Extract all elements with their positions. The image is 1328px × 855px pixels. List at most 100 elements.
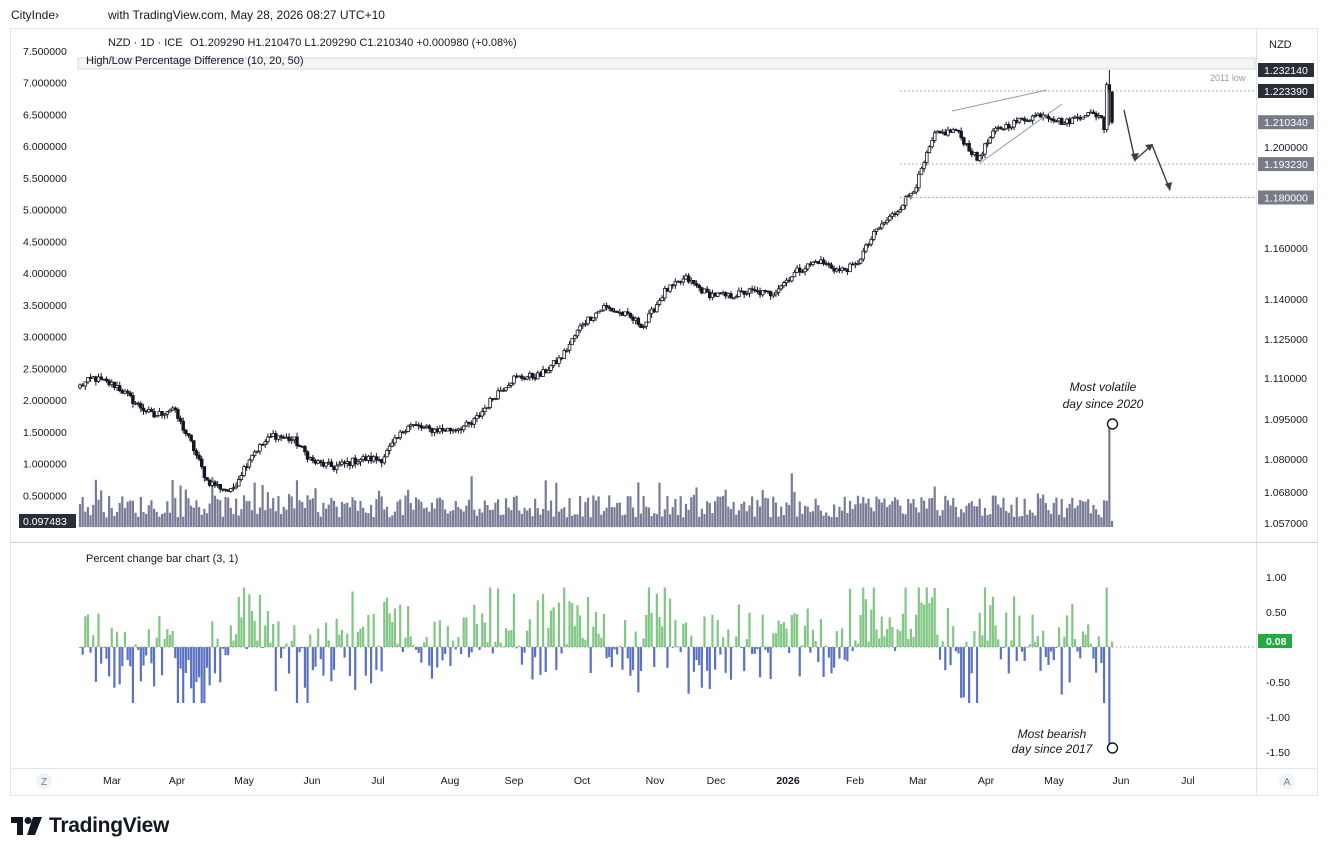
hl-bar: [589, 517, 592, 527]
pct-bar: [441, 647, 444, 661]
candle-body: [86, 377, 90, 383]
candle-body: [610, 308, 614, 312]
candle-body: [353, 457, 357, 465]
pct-bar: [825, 645, 828, 647]
pct-bar: [764, 647, 767, 650]
hl-bar: [560, 508, 563, 527]
candle-body: [734, 296, 738, 299]
candle-body: [329, 461, 334, 468]
hl-bar: [1002, 497, 1005, 527]
pct-bar: [729, 647, 733, 680]
hl-bar: [645, 506, 648, 527]
left-axis-button[interactable]: Z: [36, 773, 52, 789]
pct-bar: [592, 626, 595, 647]
hl-bar: [367, 513, 370, 527]
hl-bar: [586, 497, 590, 527]
hl-bar: [473, 509, 476, 527]
hl-bar: [1057, 514, 1061, 527]
hl-bar: [661, 516, 664, 527]
candle-body: [647, 313, 651, 323]
hl-bar: [396, 501, 399, 527]
hl-bar: [504, 498, 508, 527]
pct-bar: [690, 635, 693, 647]
hl-indicator-label: High/Low Percentage Difference (10, 20, …: [86, 55, 303, 67]
pct-bar: [695, 647, 698, 661]
candle-body: [628, 312, 633, 318]
candle-body: [602, 305, 606, 311]
pct-bar: [295, 647, 299, 703]
hl-bar: [499, 515, 502, 527]
hl-bar: [380, 496, 383, 527]
pct-bar: [269, 642, 272, 647]
hl-bar: [862, 497, 865, 527]
hl-bar: [203, 508, 206, 527]
pct-bar: [780, 623, 783, 647]
pct-bar: [806, 608, 809, 647]
footer-logo[interactable]: TradingView: [11, 812, 169, 840]
hl-bar: [176, 517, 180, 527]
auto-scale-button[interactable]: A: [1279, 773, 1295, 789]
pct-bar: [928, 603, 931, 647]
pct-bar: [547, 627, 550, 647]
hl-bar: [761, 490, 764, 527]
pct-bar: [748, 612, 751, 647]
candle-body: [250, 454, 254, 461]
pct-bar: [917, 587, 920, 647]
candle-body: [324, 462, 328, 467]
pct-tick-label: 0.50: [1266, 607, 1287, 619]
pct-bar: [602, 613, 606, 647]
candle-body: [562, 350, 566, 360]
candle-body: [657, 300, 662, 306]
hl-bar: [949, 505, 952, 527]
pct-bar: [769, 647, 772, 680]
candle-body: [599, 309, 604, 312]
hl-bar: [541, 509, 545, 527]
hl-bar: [81, 497, 84, 527]
candle-body: [594, 312, 598, 319]
hl-bar: [518, 510, 521, 527]
brand-name[interactable]: CityInde›: [11, 8, 60, 22]
pct-bar: [359, 628, 362, 647]
pct-bar: [785, 628, 788, 647]
bearish-marker-icon: [1106, 742, 1119, 754]
candle-body: [374, 456, 379, 461]
pct-bar: [954, 647, 957, 652]
pct-bar: [875, 629, 878, 647]
candle-body: [287, 436, 291, 441]
hl-bar: [846, 513, 849, 527]
pct-bar: [618, 645, 621, 647]
candle-body: [390, 442, 394, 447]
candle-body: [205, 477, 209, 481]
time-tick-label: Dec: [707, 775, 726, 787]
hl-tick-label: 7.500000: [23, 46, 67, 58]
hl-bar: [817, 505, 820, 527]
candle-body: [464, 421, 469, 427]
hl-bar: [896, 499, 899, 527]
pct-bar: [422, 642, 426, 647]
hl-bar: [1102, 500, 1106, 527]
hl-bar: [229, 507, 232, 527]
hl-bar: [946, 500, 950, 527]
pct-bar: [1063, 636, 1066, 647]
pct-bar: [711, 614, 714, 647]
candle-body: [660, 297, 664, 301]
candle-body: [1054, 120, 1059, 123]
pct-bar: [835, 631, 838, 647]
hl-bar: [354, 500, 357, 527]
hl-bar: [311, 498, 314, 527]
pct-bar: [661, 626, 664, 647]
candle-body: [149, 409, 154, 413]
pct-bar: [219, 647, 222, 683]
hl-bar: [272, 498, 275, 527]
hl-bar: [475, 515, 479, 527]
pct-bar: [383, 601, 386, 647]
hl-bar: [274, 511, 277, 527]
pct-tick-label: 1.00: [1266, 572, 1287, 584]
hl-bar: [303, 507, 307, 527]
tradingview-logo-icon: [11, 817, 42, 835]
pct-bar: [1076, 647, 1079, 652]
chart-frame: [10, 28, 1318, 796]
candle-body: [496, 390, 500, 400]
pct-bar: [676, 646, 680, 648]
